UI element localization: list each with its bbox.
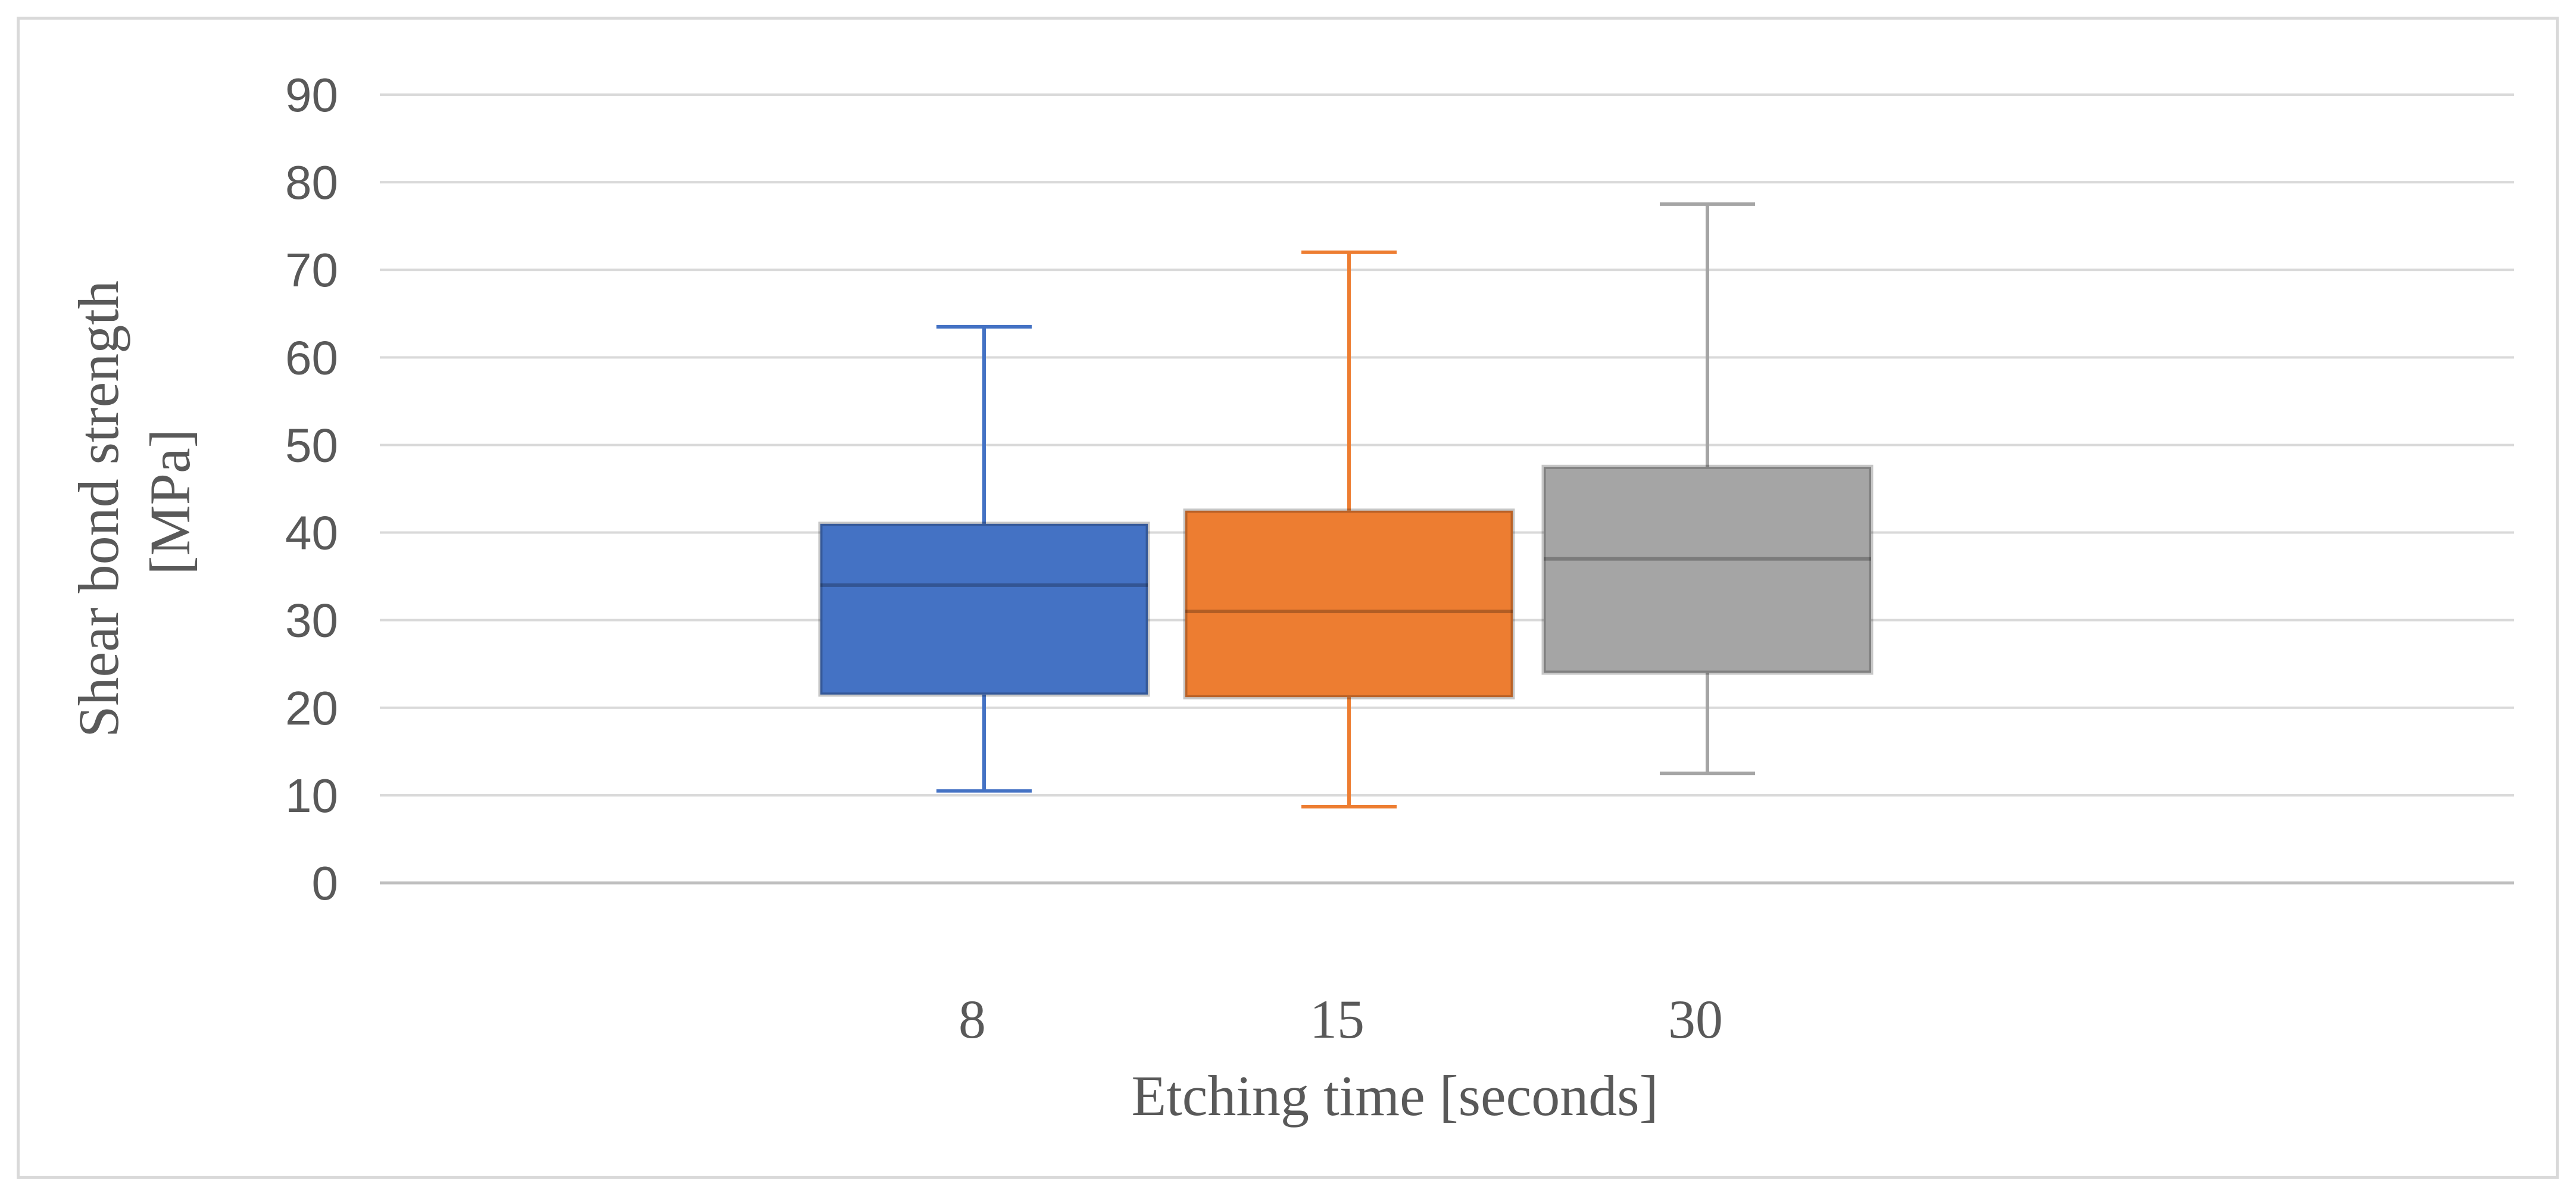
y-tick-label: 70 xyxy=(285,243,338,296)
iqr-box xyxy=(1183,508,1515,700)
x-tick-labels: 8 15 30 xyxy=(958,989,1723,1050)
box-30 xyxy=(1541,202,1874,776)
chart-frame: 0 10 20 30 40 50 60 70 80 90 8 15 30 Etching time [… xyxy=(17,17,2559,1179)
x-axis-title: Etching time [seconds] xyxy=(1131,1064,1658,1128)
iqr-box xyxy=(818,522,1150,697)
y-axis-title: Shear bond strength [MPa] xyxy=(67,266,202,738)
boxes xyxy=(818,202,1874,809)
x-tick-label: 30 xyxy=(1668,989,1723,1050)
y-tick-label: 10 xyxy=(285,769,338,822)
box-8 xyxy=(818,324,1150,793)
box-plot-chart: 0 10 20 30 40 50 60 70 80 90 8 15 30 Etching time [… xyxy=(67,68,2514,1128)
y-tick-label: 80 xyxy=(285,156,338,209)
y-tick-labels: 0 10 20 30 40 50 60 70 80 90 xyxy=(285,68,338,910)
y-axis-title-line-1: Shear bond strength xyxy=(67,280,130,738)
y-tick-label: 0 xyxy=(312,857,339,910)
y-axis-title-line-2: [MPa] xyxy=(138,429,202,574)
y-tick-label: 90 xyxy=(285,68,338,121)
iqr-box xyxy=(1541,464,1874,675)
x-tick-label: 15 xyxy=(1310,989,1365,1050)
y-tick-label: 30 xyxy=(285,594,338,647)
box-15 xyxy=(1183,250,1515,809)
gridlines xyxy=(380,93,2514,885)
y-tick-label: 40 xyxy=(285,507,338,560)
y-tick-label: 50 xyxy=(285,419,338,472)
y-tick-label: 20 xyxy=(285,682,338,735)
x-tick-label: 8 xyxy=(958,989,986,1050)
y-tick-label: 60 xyxy=(285,331,338,384)
